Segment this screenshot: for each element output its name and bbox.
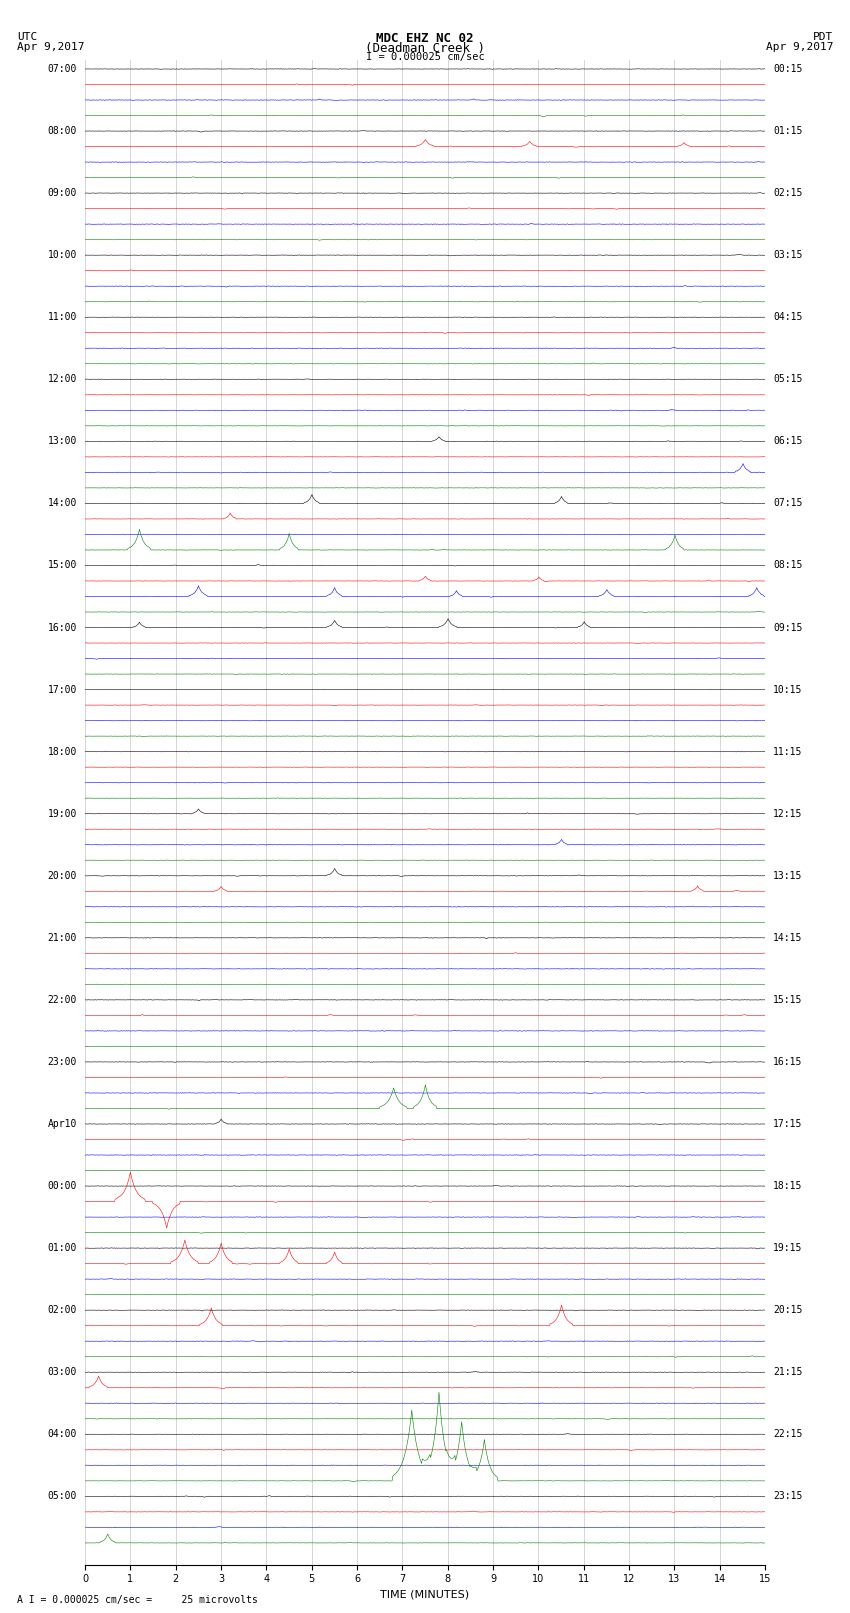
Text: 19:15: 19:15 — [774, 1244, 802, 1253]
Text: 09:15: 09:15 — [774, 623, 802, 632]
Text: MDC EHZ NC 02: MDC EHZ NC 02 — [377, 32, 473, 45]
Text: 06:15: 06:15 — [774, 437, 802, 447]
Text: I = 0.000025 cm/sec: I = 0.000025 cm/sec — [366, 52, 484, 61]
Text: 18:15: 18:15 — [774, 1181, 802, 1190]
Text: Apr 9,2017: Apr 9,2017 — [766, 42, 833, 52]
Text: 17:00: 17:00 — [48, 684, 76, 695]
Text: 03:00: 03:00 — [48, 1368, 76, 1378]
Text: 04:15: 04:15 — [774, 313, 802, 323]
Text: 23:15: 23:15 — [774, 1492, 802, 1502]
Text: 00:15: 00:15 — [774, 65, 802, 74]
Text: 15:00: 15:00 — [48, 560, 76, 571]
Text: 03:15: 03:15 — [774, 250, 802, 260]
X-axis label: TIME (MINUTES): TIME (MINUTES) — [381, 1590, 469, 1600]
Text: 15:15: 15:15 — [774, 995, 802, 1005]
Text: 08:00: 08:00 — [48, 126, 76, 135]
Text: 10:15: 10:15 — [774, 684, 802, 695]
Text: 22:00: 22:00 — [48, 995, 76, 1005]
Text: 21:00: 21:00 — [48, 932, 76, 944]
Text: 23:00: 23:00 — [48, 1057, 76, 1066]
Text: 04:00: 04:00 — [48, 1429, 76, 1439]
Text: Apr10: Apr10 — [48, 1119, 76, 1129]
Text: UTC: UTC — [17, 32, 37, 42]
Text: 19:00: 19:00 — [48, 808, 76, 819]
Text: 11:00: 11:00 — [48, 313, 76, 323]
Text: 14:00: 14:00 — [48, 498, 76, 508]
Text: 01:00: 01:00 — [48, 1244, 76, 1253]
Text: 17:15: 17:15 — [774, 1119, 802, 1129]
Text: Apr 9,2017: Apr 9,2017 — [17, 42, 84, 52]
Text: 20:00: 20:00 — [48, 871, 76, 881]
Text: 08:15: 08:15 — [774, 560, 802, 571]
Text: 14:15: 14:15 — [774, 932, 802, 944]
Text: 21:15: 21:15 — [774, 1368, 802, 1378]
Text: 11:15: 11:15 — [774, 747, 802, 756]
Text: 16:00: 16:00 — [48, 623, 76, 632]
Text: (Deadman Creek ): (Deadman Creek ) — [365, 42, 485, 55]
Text: 05:15: 05:15 — [774, 374, 802, 384]
Text: 09:00: 09:00 — [48, 189, 76, 198]
Text: 05:00: 05:00 — [48, 1492, 76, 1502]
Text: 16:15: 16:15 — [774, 1057, 802, 1066]
Text: 10:00: 10:00 — [48, 250, 76, 260]
Text: 12:15: 12:15 — [774, 808, 802, 819]
Text: 12:00: 12:00 — [48, 374, 76, 384]
Text: 20:15: 20:15 — [774, 1305, 802, 1315]
Text: 02:15: 02:15 — [774, 189, 802, 198]
Text: 07:00: 07:00 — [48, 65, 76, 74]
Text: 18:00: 18:00 — [48, 747, 76, 756]
Text: A I = 0.000025 cm/sec =     25 microvolts: A I = 0.000025 cm/sec = 25 microvolts — [17, 1595, 258, 1605]
Text: PDT: PDT — [813, 32, 833, 42]
Text: 02:00: 02:00 — [48, 1305, 76, 1315]
Text: 01:15: 01:15 — [774, 126, 802, 135]
Text: 07:15: 07:15 — [774, 498, 802, 508]
Text: 13:00: 13:00 — [48, 437, 76, 447]
Text: 22:15: 22:15 — [774, 1429, 802, 1439]
Text: 00:00: 00:00 — [48, 1181, 76, 1190]
Text: 13:15: 13:15 — [774, 871, 802, 881]
